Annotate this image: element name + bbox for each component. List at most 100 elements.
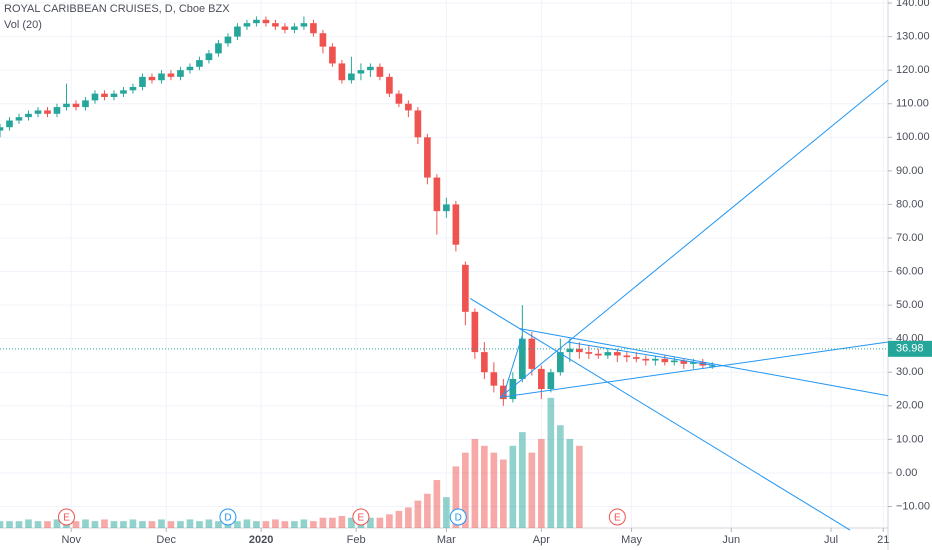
x-tick-label: Mar bbox=[437, 534, 456, 546]
event-marker bbox=[352, 508, 370, 526]
last-price-badge bbox=[888, 340, 932, 357]
candle-body bbox=[158, 73, 165, 81]
candle-body bbox=[547, 372, 555, 390]
x-tick-label: 2020 bbox=[249, 534, 273, 546]
candle-body bbox=[91, 93, 99, 101]
event-label: D bbox=[224, 513, 231, 524]
candle-body bbox=[72, 103, 80, 108]
candle-body bbox=[53, 107, 61, 114]
candle-body bbox=[25, 113, 32, 118]
candle-body bbox=[357, 70, 365, 74]
event-label: D bbox=[455, 513, 462, 524]
event-marker bbox=[219, 508, 237, 526]
candle-body bbox=[395, 93, 403, 104]
y-tick-label: 120.00 bbox=[896, 64, 930, 76]
candle-body bbox=[689, 362, 697, 364]
volume-bar bbox=[82, 519, 89, 528]
volume-bar bbox=[576, 445, 583, 528]
volume-bar bbox=[329, 517, 336, 528]
candle-body bbox=[234, 26, 241, 37]
y-tick-label: 60.00 bbox=[896, 265, 924, 277]
volume-bar bbox=[509, 445, 517, 528]
trend-line bbox=[567, 341, 715, 367]
candle-body bbox=[481, 352, 488, 373]
candle-body bbox=[490, 372, 498, 386]
x-tick-label: 21 bbox=[877, 534, 889, 546]
volume-bar bbox=[215, 521, 222, 528]
indicator-label: Vol (20) bbox=[4, 19, 42, 31]
volume-bar bbox=[25, 519, 32, 528]
volume-bar bbox=[471, 438, 479, 528]
candle-body bbox=[15, 117, 23, 121]
volume-bar bbox=[243, 519, 251, 528]
candle-body bbox=[291, 26, 298, 30]
candle-body bbox=[443, 204, 450, 212]
candle-body bbox=[177, 70, 184, 77]
volume-bar bbox=[528, 452, 536, 528]
candle-body bbox=[651, 358, 659, 361]
y-tick-label: 80.00 bbox=[896, 198, 924, 210]
candle-body bbox=[63, 103, 70, 108]
candle-body bbox=[0, 127, 4, 131]
candle-body bbox=[424, 137, 431, 178]
candle-body bbox=[262, 19, 270, 24]
volume-bar bbox=[186, 519, 194, 528]
candle-body bbox=[139, 76, 146, 87]
y-tick-label: 10.00 bbox=[896, 433, 924, 445]
volume-bar bbox=[15, 521, 23, 528]
volume-bar bbox=[205, 519, 213, 528]
volume-bar bbox=[414, 500, 422, 528]
volume-bar bbox=[120, 521, 127, 528]
volume-bar bbox=[462, 452, 469, 528]
candle-body bbox=[6, 120, 13, 128]
volume-bar bbox=[253, 521, 260, 528]
candle-body bbox=[281, 26, 289, 30]
candle-body bbox=[528, 338, 536, 369]
event-label: E bbox=[63, 513, 70, 524]
candle-body bbox=[519, 338, 526, 379]
candle-body bbox=[623, 355, 631, 358]
x-tick-label: Nov bbox=[61, 534, 81, 546]
candle-body bbox=[101, 93, 108, 98]
candle-body bbox=[120, 90, 127, 94]
candle-body bbox=[148, 76, 156, 81]
candle-body bbox=[215, 43, 222, 54]
candle-body bbox=[642, 358, 650, 361]
volume-bar bbox=[557, 425, 564, 528]
event-marker bbox=[608, 508, 626, 526]
volume-bar bbox=[300, 519, 308, 528]
volume-bar bbox=[167, 521, 175, 528]
candle-body bbox=[129, 86, 137, 91]
volume-bar bbox=[405, 507, 412, 528]
candle-body bbox=[585, 352, 593, 354]
candle-body bbox=[405, 103, 412, 111]
candle-body bbox=[433, 177, 441, 212]
trend-line bbox=[499, 79, 889, 398]
candle-body bbox=[452, 204, 460, 245]
candle-body bbox=[319, 33, 327, 47]
candle-body bbox=[509, 378, 517, 400]
candle-body bbox=[205, 53, 213, 61]
volume-bar bbox=[101, 519, 108, 528]
x-tick-label: Jun bbox=[722, 534, 740, 546]
candle-body bbox=[557, 352, 564, 373]
y-tick-label: 100.00 bbox=[896, 131, 930, 143]
volume-bar bbox=[272, 519, 279, 528]
volume-bar bbox=[452, 466, 460, 528]
candle-body bbox=[376, 66, 384, 77]
candle-body bbox=[471, 311, 479, 353]
volume-bar bbox=[0, 521, 4, 528]
volume-bar bbox=[177, 521, 184, 528]
volume-bar bbox=[481, 445, 488, 528]
volume-bar bbox=[291, 521, 298, 528]
y-tick-label: 130.00 bbox=[896, 30, 930, 42]
candle-body bbox=[243, 23, 251, 27]
volume-bar bbox=[139, 521, 146, 528]
y-tick-label: 70.00 bbox=[896, 232, 924, 244]
volume-bar bbox=[500, 459, 507, 528]
candle-body bbox=[538, 368, 545, 390]
candle-body bbox=[632, 357, 640, 359]
candle-body bbox=[386, 76, 393, 94]
volume-bar bbox=[395, 510, 403, 528]
candle-body bbox=[82, 100, 89, 108]
